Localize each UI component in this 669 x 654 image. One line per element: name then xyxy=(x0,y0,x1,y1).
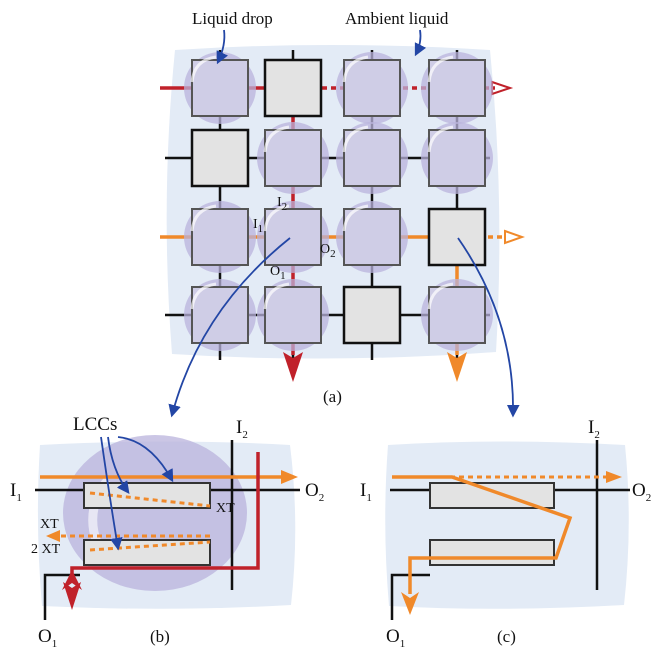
tile-grid xyxy=(184,52,493,351)
arrow-liquid-drop xyxy=(216,29,228,65)
port-label-o2-b: O2 xyxy=(305,480,324,504)
caption-a: (a) xyxy=(323,387,342,406)
caption-b: (b) xyxy=(150,627,170,646)
panel-c: I1 I2 O2 O1 (c) xyxy=(360,417,651,650)
drop-highlight xyxy=(342,55,369,83)
label-liquid-drop: Liquid drop xyxy=(192,9,273,28)
port-label-o1-c: O1 xyxy=(386,626,405,650)
ambient-liquid-region-c xyxy=(385,441,629,609)
tile xyxy=(343,129,401,187)
tile xyxy=(428,59,486,117)
tile xyxy=(343,59,401,117)
arrow-lcc-3 xyxy=(100,436,123,551)
port-label-o2: O2 xyxy=(320,242,336,260)
panel-b: LCCs XT XT 2 XT I1 I2 O2 O1 (b) xyxy=(10,414,324,650)
arrow-to-panel-c xyxy=(457,237,520,418)
tile xyxy=(191,208,249,266)
tile xyxy=(264,208,322,266)
ambient-liquid-region xyxy=(166,45,500,359)
drop-highlight xyxy=(427,55,454,83)
drop-highlight xyxy=(263,125,290,153)
bare-tile xyxy=(427,207,487,267)
tile xyxy=(428,286,486,344)
caption-c: (c) xyxy=(497,627,516,646)
tile xyxy=(343,208,401,266)
drop-highlight xyxy=(427,125,454,153)
panel-a: I2 I1 O2 O1 Liquid drop Ambient liquid (… xyxy=(160,9,526,418)
label-xt-left: XT xyxy=(40,517,59,532)
tile xyxy=(191,59,249,117)
tile xyxy=(264,129,322,187)
signal-i1-o1-c xyxy=(392,475,573,594)
arrow-lcc-2 xyxy=(117,436,174,483)
label-xt: XT xyxy=(216,501,235,516)
port-label-o1: O1 xyxy=(270,264,286,282)
bare-tile xyxy=(263,58,323,118)
bare-tile xyxy=(342,285,402,345)
drop-highlight xyxy=(190,282,217,310)
drop-highlight xyxy=(342,204,369,232)
label-ambient-liquid: Ambient liquid xyxy=(345,9,449,28)
drop-highlight xyxy=(427,282,454,310)
arrow-ambient-liquid xyxy=(414,29,427,57)
port-label-i2-c: I2 xyxy=(588,417,600,441)
port-label-i2: I2 xyxy=(277,195,287,213)
drop-highlight xyxy=(342,125,369,153)
lcc-bottom-c xyxy=(429,539,555,566)
tile xyxy=(264,286,322,344)
port-label-o1-b: O1 xyxy=(38,626,57,650)
port-label-i1-c: I1 xyxy=(360,480,372,504)
label-2xt: 2 XT xyxy=(31,542,61,557)
arrow-lcc-1 xyxy=(107,436,130,495)
tile xyxy=(191,286,249,344)
drop-highlight xyxy=(190,55,217,83)
port-label-i2-b: I2 xyxy=(236,417,248,441)
label-lccs: LCCs xyxy=(73,414,117,435)
port-label-i1-b: I1 xyxy=(10,480,22,504)
drop-highlight xyxy=(263,282,290,310)
bare-tile xyxy=(190,128,250,188)
arrow-to-panel-b xyxy=(168,237,291,418)
drop-highlight xyxy=(190,204,217,232)
drop-highlight xyxy=(263,204,290,232)
port-label-i1: I1 xyxy=(253,217,263,235)
xt-bottom xyxy=(89,540,211,552)
port-label-o2-c: O2 xyxy=(632,480,651,504)
tile xyxy=(428,129,486,187)
